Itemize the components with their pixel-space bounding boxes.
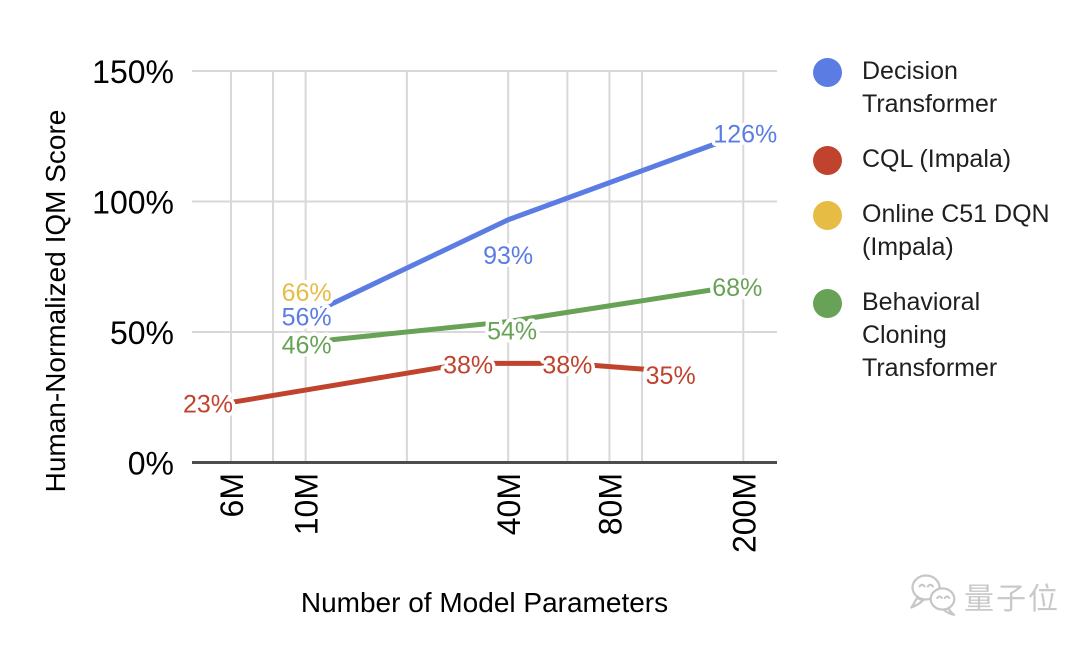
bubble-tail bbox=[910, 596, 925, 609]
watermark-text: 量子位 bbox=[964, 583, 1060, 616]
eye bbox=[936, 595, 943, 599]
data-label-decision-transformer: 126% bbox=[713, 121, 777, 149]
y-tick-label: 50% bbox=[110, 315, 174, 351]
data-label-online-c51-dqn-impala: 66% bbox=[282, 279, 332, 307]
x-tick-label: 200M bbox=[726, 473, 762, 553]
data-label-cql-impala: 35% bbox=[646, 362, 696, 390]
series-line-cql-impala bbox=[228, 360, 672, 405]
series-line-decision-transformer bbox=[303, 131, 746, 319]
y-tick-label: 100% bbox=[92, 185, 174, 221]
eye bbox=[926, 583, 934, 588]
y-tick-label: 150% bbox=[92, 54, 174, 90]
watermark: 量子位 bbox=[910, 573, 1060, 619]
legend: Decision Transformer CQL (Impala) Online C… bbox=[813, 55, 1063, 407]
eye bbox=[918, 583, 926, 588]
legend-label: CQL (Impala) bbox=[862, 145, 1012, 173]
eye bbox=[943, 595, 951, 599]
data-label-behavioral-cloning-transformer: 54% bbox=[487, 318, 537, 346]
data-label-cql-impala: 23% bbox=[183, 390, 233, 418]
legend-label: Decision Transformer bbox=[862, 57, 998, 118]
legend-label: Behavioral Cloning Transformer bbox=[862, 288, 998, 382]
x-tick-label: 80M bbox=[592, 473, 628, 535]
y-tick-label: 0% bbox=[128, 446, 174, 482]
data-label-decision-transformer: 56% bbox=[282, 303, 332, 331]
legend-color-dot bbox=[813, 201, 842, 230]
data-label-behavioral-cloning-transformer: 46% bbox=[282, 331, 332, 359]
x-tick-label: 40M bbox=[491, 473, 527, 535]
legend-color-dot bbox=[813, 58, 842, 87]
x-tick-label: 10M bbox=[289, 473, 325, 535]
legend-color-dot bbox=[813, 289, 842, 318]
series-line-behavioral-cloning-transformer bbox=[303, 282, 746, 345]
x-tick-label: 6M bbox=[214, 473, 250, 517]
legend-label: Online C51 DQN (Impala) bbox=[862, 200, 1050, 261]
data-label-cql-impala: 38% bbox=[542, 351, 592, 379]
legend-item-cql-impala: CQL (Impala) bbox=[813, 143, 1063, 176]
legend-item-online-c51-dqn-impala: Online C51 DQN (Impala) bbox=[813, 198, 1063, 264]
y-axis-title: Human-Normalized IQM Score bbox=[40, 109, 71, 493]
bubble-right bbox=[929, 587, 956, 611]
data-label-behavioral-cloning-transformer: 68% bbox=[712, 274, 762, 302]
legend-item-behavioral-cloning-transformer: Behavioral Cloning Transformer bbox=[813, 286, 1063, 385]
x-axis-title: Number of Model Parameters bbox=[300, 587, 669, 618]
data-label-cql-impala: 38% bbox=[443, 351, 493, 379]
legend-item-decision-transformer: Decision Transformer bbox=[813, 55, 1063, 121]
data-label-decision-transformer: 93% bbox=[483, 242, 533, 270]
wechat-chat-bubbles-icon bbox=[910, 574, 956, 616]
legend-color-dot bbox=[813, 146, 842, 175]
